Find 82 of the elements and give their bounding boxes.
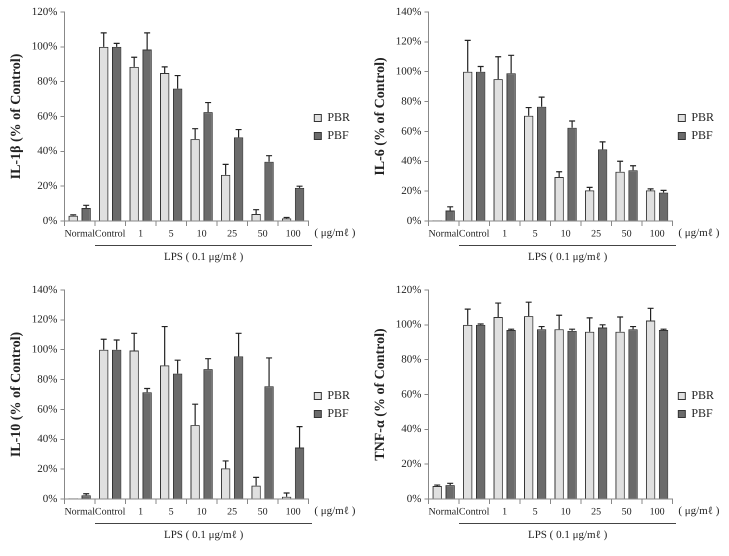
legend-label: PBR (327, 388, 350, 402)
x-tick-label: 5 (532, 506, 538, 518)
y-tick-label: 140% (32, 284, 58, 296)
x-tick-label: 10 (560, 228, 571, 240)
x-tick-label: Normal (64, 506, 96, 518)
x-tick-label: 1 (502, 506, 508, 518)
y-tick-label: 60% (37, 110, 58, 122)
x-tick-label: 25 (591, 506, 602, 518)
x-tick-label: 100 (286, 228, 301, 240)
x-tick-label: Normal (428, 228, 460, 240)
text: ( μg/mℓ ) (314, 227, 356, 239)
x-tick-label: Control (458, 228, 490, 240)
y-tick-label: 100% (396, 318, 422, 331)
y-tick-label: 20% (37, 463, 58, 476)
x-tick-label: Control (94, 506, 126, 518)
y-tick-label: 60% (401, 125, 422, 138)
y-axis-title: IL-1β (% of Control) (9, 53, 24, 180)
y-tick-label: 40% (37, 145, 58, 158)
y-tick-label: 120% (32, 314, 58, 326)
y-tick-label: 0% (406, 492, 422, 505)
legend-label: PBR (327, 110, 350, 124)
legend-label: PBR (691, 388, 714, 402)
x-tick-label: 100 (650, 506, 665, 518)
x-tick-label: 25 (591, 228, 602, 240)
y-tick-label: 40% (401, 423, 422, 436)
legend-label: PBF (691, 128, 713, 142)
x-tick-label: 25 (227, 506, 238, 518)
x-tick-label: 25 (227, 228, 238, 240)
x-tick-label: Control (458, 506, 490, 518)
x-tick-label: 5 (168, 228, 174, 240)
x-tick-label: 100 (650, 228, 665, 240)
y-tick-label: 80% (401, 95, 422, 108)
y-tick-label: 60% (401, 388, 422, 400)
y-tick-label: 0% (42, 214, 58, 227)
y-tick-label: 80% (37, 76, 58, 88)
y-tick-label: 40% (401, 155, 422, 168)
x-tick-label: 10 (196, 228, 207, 240)
text: LPS ( 0.1 μg/mℓ ) (164, 529, 244, 541)
text: LPS ( 0.1 μg/mℓ ) (528, 529, 608, 541)
y-tick-label: 60% (37, 403, 58, 416)
legend-label: PBF (327, 406, 349, 420)
x-tick-label: 50 (258, 506, 268, 518)
y-tick-label: 120% (396, 36, 422, 48)
y-tick-label: 20% (37, 180, 58, 192)
x-tick-label: Normal (428, 506, 460, 518)
y-axis-title: IL-10 (% of Control) (9, 331, 24, 458)
text: LPS ( 0.1 μg/mℓ ) (164, 251, 244, 263)
x-tick-label: 10 (560, 506, 571, 518)
text: LPS ( 0.1 μg/mℓ ) (528, 251, 608, 263)
x-tick-label: Normal (64, 228, 96, 240)
legend-label: PBF (691, 406, 713, 420)
x-tick-label: 5 (532, 228, 538, 240)
y-tick-label: 120% (32, 6, 58, 18)
y-tick-label: 100% (396, 66, 422, 78)
text: ( μg/mℓ ) (678, 227, 720, 239)
y-tick-label: 20% (401, 185, 422, 198)
y-axis-title: TNF-α (% of Control) (373, 328, 388, 461)
text: ( μg/mℓ ) (314, 505, 356, 517)
y-tick-label: 100% (32, 40, 58, 53)
x-tick-label: Control (94, 228, 126, 240)
x-tick-label: 50 (622, 228, 632, 240)
y-tick-label: 40% (37, 433, 58, 446)
x-tick-label: 1 (502, 228, 508, 240)
x-tick-label: 5 (168, 506, 174, 518)
y-tick-label: 0% (406, 214, 422, 227)
x-tick-label: 100 (286, 506, 301, 518)
legend-label: PBR (691, 110, 714, 124)
y-tick-label: 0% (42, 492, 58, 505)
x-tick-label: 10 (196, 506, 207, 518)
x-tick-label: 1 (138, 228, 144, 240)
x-tick-label: 50 (622, 506, 632, 518)
x-tick-label: 50 (258, 228, 268, 240)
x-tick-label: 1 (138, 506, 144, 518)
y-tick-label: 80% (37, 373, 58, 386)
legend-label: PBF (327, 128, 349, 142)
y-tick-label: 20% (401, 458, 422, 470)
text: ( μg/mℓ ) (678, 505, 720, 517)
y-axis-title: IL-6 (% of Control) (373, 56, 388, 176)
y-tick-label: 80% (401, 354, 422, 366)
y-tick-label: 100% (32, 344, 58, 356)
y-tick-label: 140% (396, 6, 422, 18)
y-tick-label: 120% (396, 284, 422, 296)
